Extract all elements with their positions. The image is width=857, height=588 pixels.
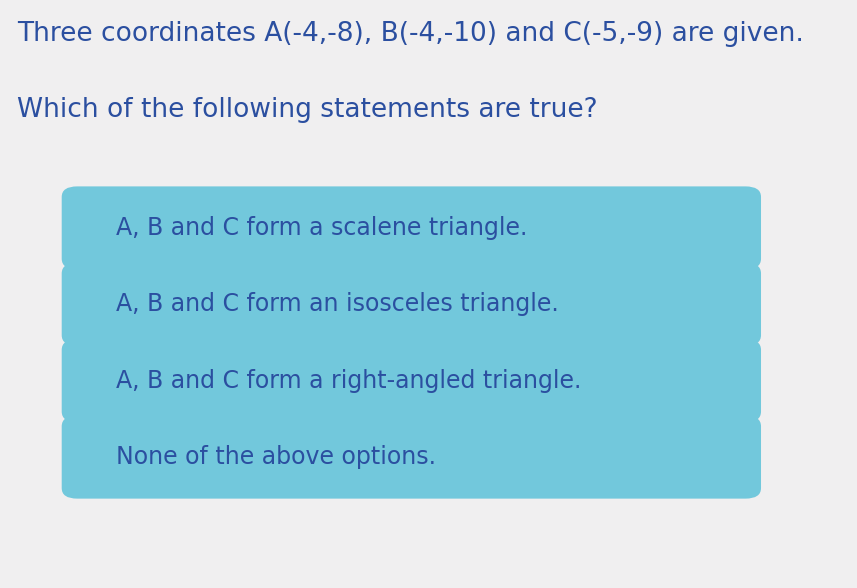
Text: A, B and C form a right-angled triangle.: A, B and C form a right-angled triangle.	[116, 369, 581, 393]
FancyBboxPatch shape	[62, 186, 761, 269]
FancyBboxPatch shape	[62, 263, 761, 346]
FancyBboxPatch shape	[62, 416, 761, 499]
Text: None of the above options.: None of the above options.	[116, 445, 435, 469]
Text: A, B and C form an isosceles triangle.: A, B and C form an isosceles triangle.	[116, 292, 559, 316]
Text: Which of the following statements are true?: Which of the following statements are tr…	[17, 97, 598, 123]
FancyBboxPatch shape	[62, 339, 761, 422]
Text: Three coordinates A(-4,-8), B(-4,-10) and C(-5,-9) are given.: Three coordinates A(-4,-8), B(-4,-10) an…	[17, 21, 804, 46]
Text: A, B and C form a scalene triangle.: A, B and C form a scalene triangle.	[116, 216, 527, 240]
